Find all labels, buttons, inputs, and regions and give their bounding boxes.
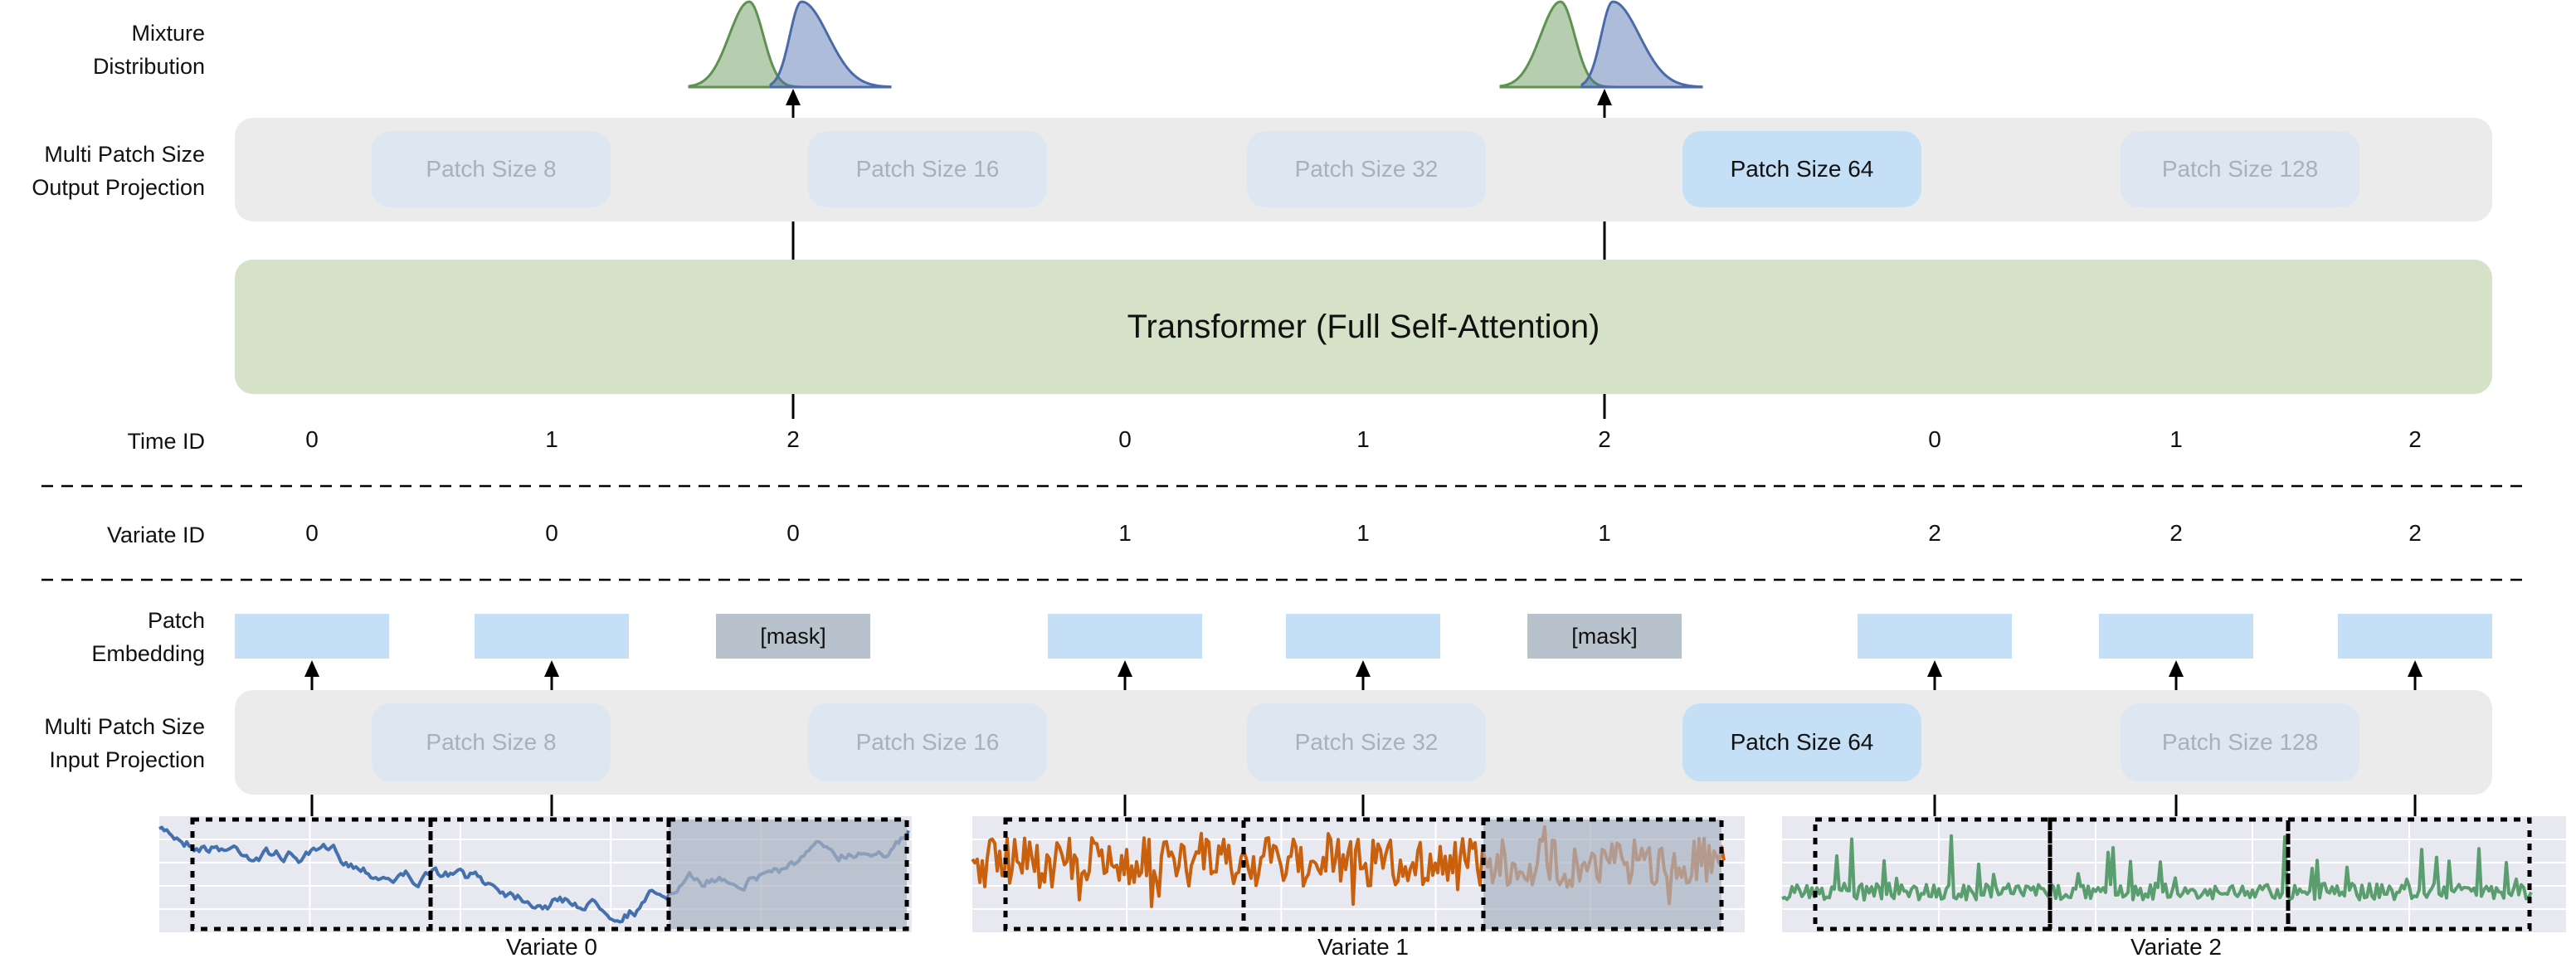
patch-embedding-token [1286, 614, 1440, 659]
output-projection-label-line-1: Multi Patch Size [44, 142, 205, 167]
input-patch-size-32: Patch Size 32 [1247, 703, 1486, 781]
variate-id-value: 1 [1356, 520, 1370, 546]
variate-id-value: 2 [2169, 520, 2183, 546]
patch-boundary-dashed-box [2286, 817, 2532, 931]
variate-label: Variate 1 [1317, 934, 1409, 960]
embedding-arrow-arrowhead-icon [1356, 660, 1371, 677]
mixture-distribution-label-line-1: Mixture [131, 21, 205, 46]
variate-id-value: 0 [545, 520, 558, 546]
mask-token: [mask] [716, 614, 870, 659]
time-id-value: 1 [545, 426, 558, 452]
output-patch-size-8: Patch Size 8 [372, 131, 611, 207]
embedding-arrow-arrowhead-icon [1118, 660, 1132, 677]
variate-label: Variate 2 [2130, 934, 2222, 960]
output-arrow-arrowhead-icon [786, 89, 801, 105]
patch-embedding-token [2338, 614, 2492, 659]
time-id-label: Time ID [127, 429, 206, 454]
input-patch-size-128: Patch Size 128 [2121, 703, 2359, 781]
patch-boundary-dashed-box [2048, 817, 2291, 931]
patch-boundary-dashed-box [1481, 817, 1724, 931]
mixture-component-a [1499, 0, 1620, 89]
embedding-arrow-arrowhead-icon [2408, 660, 2423, 677]
output-patch-size-64: Patch Size 64 [1682, 131, 1921, 207]
input-patch-size-64: Patch Size 64 [1682, 703, 1921, 781]
mixture-component-a [688, 0, 809, 89]
mixture-distribution-label-line-2: Distribution [92, 54, 205, 79]
mask-token: [mask] [1527, 614, 1682, 659]
variate-id-value: 2 [1928, 520, 1941, 546]
patch-embedding-label-line-1: Patch [147, 608, 205, 633]
time-id-value: 0 [1928, 426, 1941, 452]
variate-id-value: 2 [2408, 520, 2422, 546]
masked-patch-overlay [669, 820, 907, 929]
output-patch-size-128: Patch Size 128 [2121, 131, 2359, 207]
patch-embedding-token [1858, 614, 2012, 659]
mixture-component-b [1580, 0, 1703, 89]
time-id-value: 2 [2408, 426, 2422, 452]
variate-id-value: 0 [305, 520, 319, 546]
masked-patch-overlay [1483, 820, 1721, 929]
variate-label: Variate 0 [506, 934, 597, 960]
patch-embedding-token [235, 614, 389, 659]
patch-embedding-token [2099, 614, 2253, 659]
patch-boundary-dashed-box [666, 817, 909, 931]
embedding-arrow-arrowhead-icon [304, 660, 319, 677]
output-patch-size-16: Patch Size 16 [808, 131, 1047, 207]
embedding-arrow-arrowhead-icon [2169, 660, 2184, 677]
input-patch-size-8: Patch Size 8 [372, 703, 611, 781]
input-projection-label-line-2: Input Projection [49, 747, 205, 772]
patch-embedding-token [1048, 614, 1202, 659]
time-id-value: 1 [2169, 426, 2183, 452]
output-patch-size-32: Patch Size 32 [1247, 131, 1486, 207]
input-patch-size-16: Patch Size 16 [808, 703, 1047, 781]
patch-embedding-label-line-2: Embedding [91, 641, 205, 666]
patch-embedding-token [475, 614, 629, 659]
input-projection-label-line-1: Multi Patch Size [44, 714, 205, 739]
output-projection-label-line-2: Output Projection [32, 175, 205, 200]
embedding-arrow-arrowhead-icon [544, 660, 559, 677]
variate-id-value: 1 [1118, 520, 1132, 546]
variate-id-value: 0 [786, 520, 800, 546]
variate-id-label: Variate ID [106, 523, 205, 547]
embedding-arrow-arrowhead-icon [1927, 660, 1942, 677]
mixture-component-b [769, 0, 892, 89]
time-id-value: 2 [786, 426, 800, 452]
time-series-line [1781, 834, 2533, 902]
time-id-value: 0 [1118, 426, 1132, 452]
transformer-block: Transformer (Full Self-Attention) [235, 260, 2492, 394]
time-id-value: 1 [1356, 426, 1370, 452]
time-id-value: 2 [1598, 426, 1611, 452]
output-arrow-arrowhead-icon [1597, 89, 1612, 105]
variate-id-value: 1 [1598, 520, 1611, 546]
time-id-value: 0 [305, 426, 319, 452]
